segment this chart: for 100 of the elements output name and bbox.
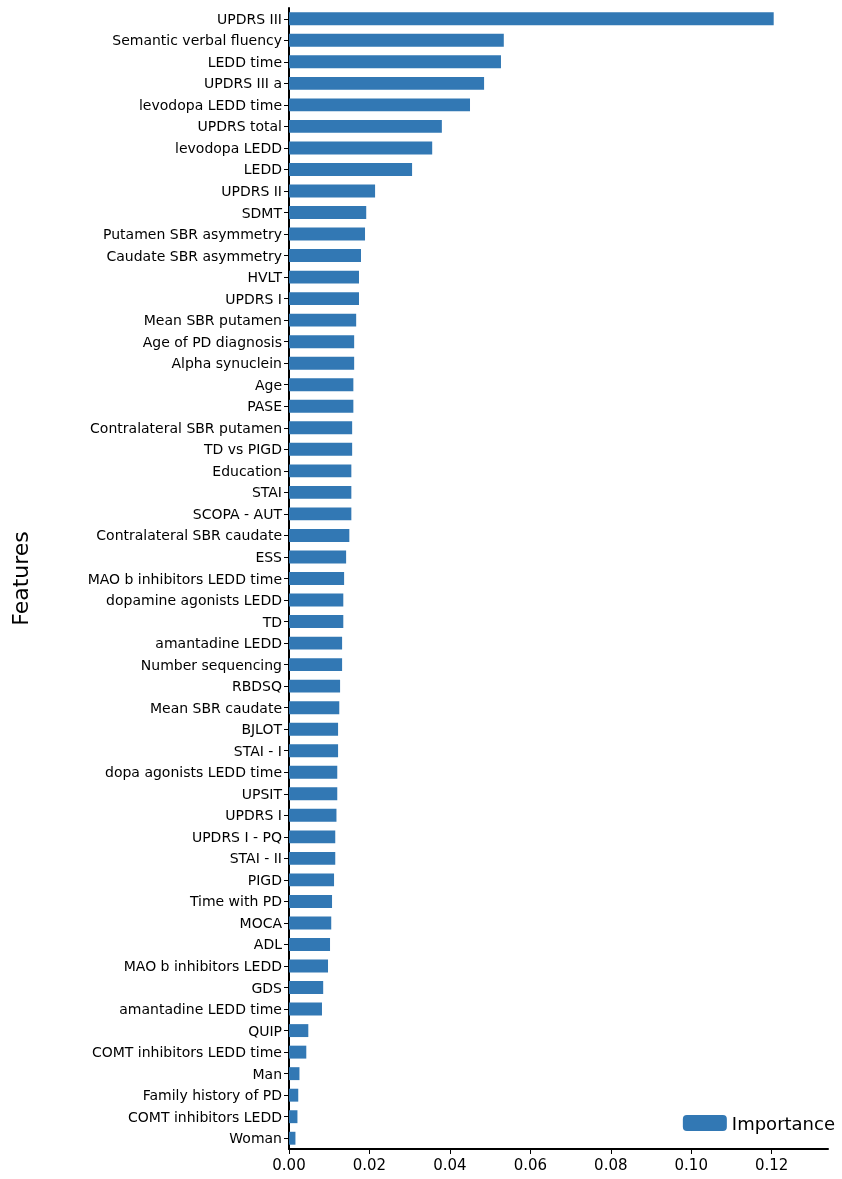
bar: [289, 938, 331, 951]
bar: [289, 722, 339, 736]
bar: [289, 636, 343, 650]
bar: [289, 270, 359, 284]
bar: [289, 615, 344, 629]
bar: [289, 184, 376, 198]
bar: [289, 141, 433, 155]
bar: [289, 1088, 299, 1102]
bar: [289, 528, 350, 542]
bar: [289, 1024, 309, 1038]
y-tick-label: STAI: [251, 484, 282, 501]
y-tick-label: RBDSQ: [231, 678, 282, 695]
bar: [289, 1131, 296, 1145]
x-tick-label: 0.06: [513, 1155, 548, 1174]
bar: [289, 1045, 307, 1059]
y-tick-label: UPDRS total: [197, 118, 282, 135]
bar: [289, 744, 339, 758]
y-tick-label: SDMT: [241, 204, 283, 221]
legend-label: Importance: [731, 1112, 836, 1134]
y-tick-label: TD: [261, 613, 282, 630]
y-tick-label: Age: [254, 376, 282, 393]
y-tick-label: MOCA: [239, 914, 283, 931]
y-tick-label: Age of PD diagnosis: [142, 333, 282, 350]
bar: [289, 399, 354, 413]
bar: [289, 658, 343, 672]
x-tick-label: 0.00: [272, 1155, 306, 1174]
y-tick-label: LEDD time: [207, 53, 282, 70]
bar: [289, 378, 354, 392]
y-tick-label: UPDRS I: [225, 807, 282, 824]
y-tick-label: STAI - II: [229, 850, 282, 867]
y-tick-label: MAO b inhibitors LEDD: [123, 958, 282, 975]
y-tick-label: Putamen SBR asymmetry: [103, 226, 282, 243]
x-tick-label: 0.08: [594, 1155, 628, 1174]
bar: [289, 507, 352, 521]
y-tick-label: dopa agonists LEDD time: [105, 764, 282, 781]
y-tick-label: ESS: [255, 548, 283, 565]
y-tick-label: UPDRS III a: [204, 75, 282, 92]
y-tick-label: Mean SBR putamen: [143, 312, 282, 329]
bar: [289, 227, 366, 241]
bar: [289, 701, 340, 715]
y-tick-label: levodopa LEDD time: [138, 96, 282, 113]
y-tick-label: Time with PD: [188, 893, 282, 910]
bar: [289, 485, 352, 499]
y-tick-label: Alpha synuclein: [171, 355, 282, 372]
bar: [289, 550, 347, 564]
y-tick-label: Semantic verbal fluency: [112, 32, 282, 49]
bar: [289, 830, 336, 844]
bar: [289, 76, 485, 90]
x-tick-label: 0.10: [674, 1155, 708, 1174]
y-tick-label: SCOPA - AUT: [192, 505, 283, 522]
y-tick-label: PASE: [247, 398, 282, 415]
y-tick-label: Man: [252, 1065, 282, 1082]
y-tick-label: Woman: [229, 1130, 282, 1147]
bar: [289, 959, 329, 973]
y-tick-label: UPDRS I - PQ: [191, 828, 282, 845]
bar: [289, 313, 357, 327]
y-tick-label: TD vs PIGD: [202, 441, 282, 458]
bar: [289, 442, 353, 456]
y-tick-label: Contralateral SBR caudate: [96, 527, 282, 544]
bar: [289, 981, 324, 994]
bar: [289, 851, 336, 865]
y-tick-label: UPDRS I: [225, 290, 282, 307]
bar: [289, 55, 501, 69]
y-tick-label: Education: [212, 462, 282, 479]
bar: [289, 464, 352, 478]
bar: [289, 98, 471, 112]
bar: [289, 1067, 300, 1081]
y-tick-label: UPDRS III: [217, 10, 282, 27]
bar: [289, 249, 361, 263]
y-tick-label: COMT inhibitors LEDD: [128, 1108, 282, 1125]
bar: [289, 1110, 298, 1124]
y-tick-label: Family history of PD: [142, 1087, 282, 1104]
bar: [289, 916, 332, 930]
bar: [289, 894, 333, 908]
y-tick-label: UPDRS II: [221, 182, 282, 199]
y-tick-label: amantadine LEDD: [155, 635, 282, 652]
bar: [289, 356, 355, 370]
y-tick-label: LEDD: [243, 161, 282, 178]
bar: [289, 12, 774, 26]
bar: [289, 33, 504, 47]
x-tick-label: 0.04: [433, 1155, 467, 1174]
bar: [289, 206, 367, 219]
bar: [289, 421, 353, 435]
bar: [289, 572, 345, 585]
y-tick-label: Number sequencing: [140, 656, 282, 673]
y-tick-label: UPSIT: [241, 785, 283, 802]
x-tick-label: 0.02: [352, 1155, 387, 1174]
y-tick-label: HVLT: [247, 269, 283, 286]
bar: [289, 593, 344, 607]
y-tick-label: Mean SBR caudate: [150, 699, 282, 716]
y-tick-label: PIGD: [247, 871, 282, 888]
bar: [289, 163, 413, 176]
y-tick-label: dopamine agonists LEDD: [106, 592, 282, 609]
bar: [289, 119, 442, 133]
bar: [289, 335, 355, 349]
bar: [289, 1002, 322, 1016]
y-tick-label: STAI - I: [233, 742, 282, 759]
y-tick-label: amantadine LEDD time: [119, 1001, 282, 1018]
bar: [289, 873, 335, 887]
x-tick-label: 0.12: [754, 1155, 789, 1174]
